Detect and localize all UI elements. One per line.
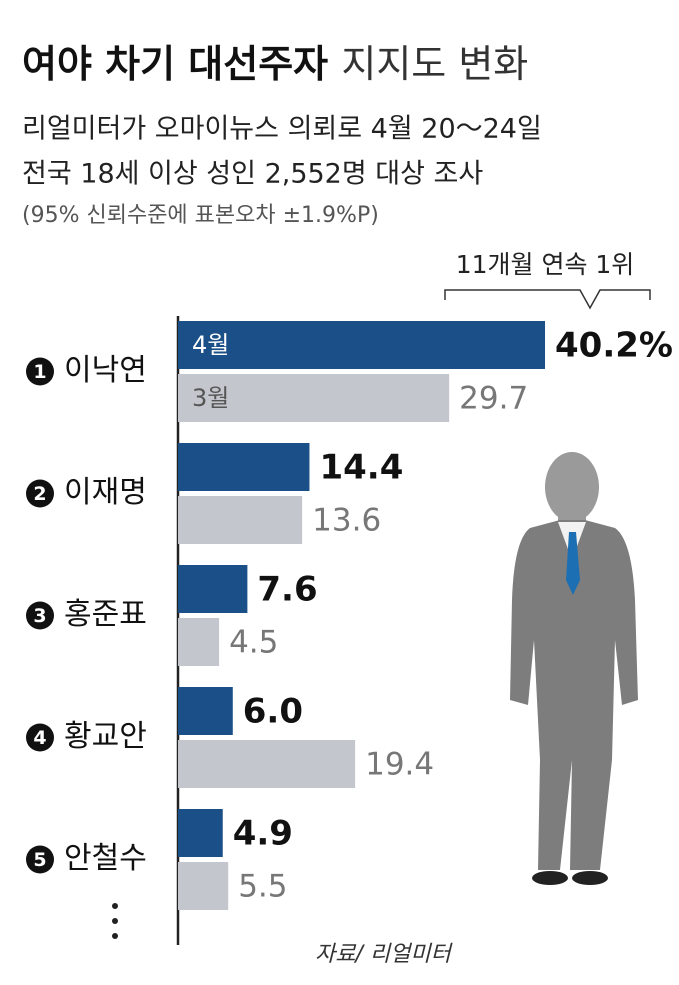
source: 자료/ 리얼미터 [315, 942, 454, 967]
rank-badge [26, 601, 54, 630]
value-label: 29.7 [459, 381, 528, 417]
bar [178, 809, 223, 857]
series-label: 3월 [192, 384, 229, 412]
series-label: 4월 [192, 331, 229, 359]
subtitle: 전국 18세 이상 성인 2,552명 대상 조사 [22, 159, 483, 190]
rank-badge [26, 357, 54, 386]
value-label: 4.9 [233, 814, 293, 854]
category-label: 이재명 [64, 475, 147, 510]
bar [178, 740, 356, 788]
subtitle: (95% 신뢰수준에 표본오차 ±1.9%P) [22, 203, 379, 228]
category-label: 홍준표 [64, 597, 147, 632]
rank-badge [26, 723, 54, 752]
value-label: 19.4 [365, 747, 434, 783]
subtitle: 리얼미터가 오마이뉴스 의뢰로 4월 20～24일 [22, 114, 542, 145]
rank-number: 5 [33, 849, 46, 871]
category-label: 이낙연 [64, 353, 147, 388]
value-label: 40.2% [555, 326, 673, 366]
bar [178, 374, 450, 422]
annotation: 11개월 연속 1위 [456, 250, 635, 279]
value-label: 6.0 [243, 692, 303, 732]
value-label: 14.4 [319, 448, 403, 488]
bar [178, 862, 229, 910]
rank-badge [26, 845, 54, 874]
rank-number: 3 [33, 605, 46, 627]
value-label: 5.5 [238, 869, 287, 905]
bar [178, 687, 233, 735]
rank-number: 4 [33, 727, 46, 749]
bar [178, 443, 310, 491]
bar [178, 496, 303, 544]
chart-title: 여야 차기 대선주자 지지도 변화 [22, 42, 528, 86]
rank-number: 1 [33, 361, 46, 383]
value-label: 13.6 [312, 503, 381, 539]
ellipsis [112, 903, 118, 939]
bar [178, 565, 248, 613]
value-label: 4.5 [229, 625, 278, 661]
person-illustration [510, 452, 638, 885]
category-label: 황교안 [64, 719, 147, 754]
rank-badge [26, 479, 54, 508]
value-label: 7.6 [257, 570, 317, 610]
bar [178, 618, 220, 666]
rank-number: 2 [33, 483, 46, 505]
bar [178, 321, 546, 369]
category-label: 안철수 [64, 841, 147, 876]
annotation-bracket [444, 289, 651, 310]
